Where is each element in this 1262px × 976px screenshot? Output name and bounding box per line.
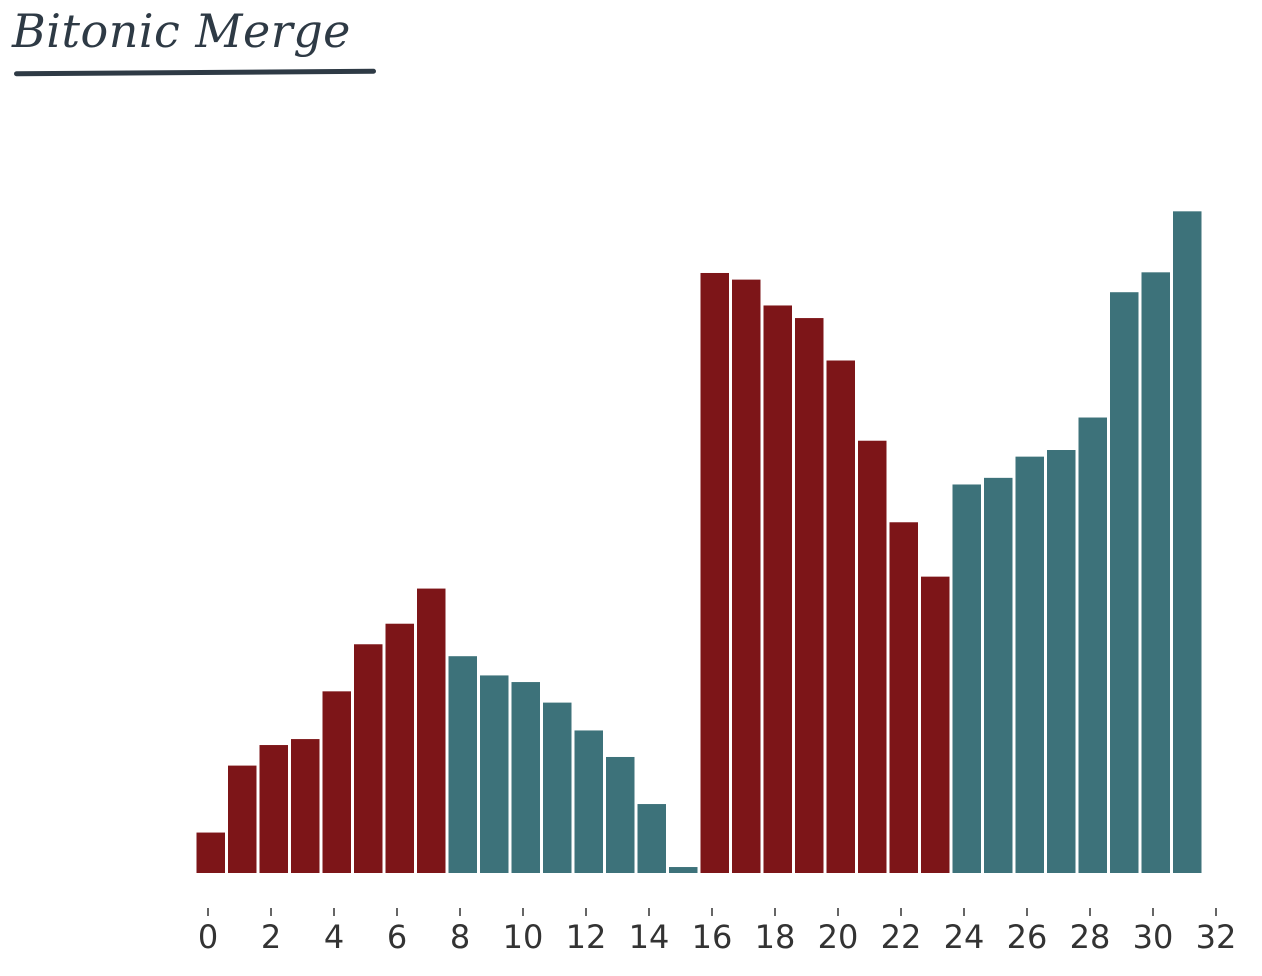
x-tick-label-14: 14	[629, 918, 670, 956]
bar-5	[354, 644, 383, 873]
x-tick-label-6: 6	[387, 918, 407, 956]
bar-6	[385, 623, 414, 873]
x-tick-label-16: 16	[692, 918, 733, 956]
x-tick-label-30: 30	[1133, 918, 1174, 956]
bar-13	[606, 756, 635, 873]
x-tick-label-28: 28	[1070, 918, 1111, 956]
chart-title: Bitonic Merge	[12, 4, 351, 58]
x-tick-label-0: 0	[198, 918, 218, 956]
x-tick-label-10: 10	[503, 918, 544, 956]
bar-22	[889, 522, 918, 873]
bar-17	[732, 279, 761, 873]
bar-2	[259, 745, 288, 873]
bar-7	[417, 588, 446, 873]
x-tick-label-12: 12	[566, 918, 607, 956]
bar-10	[511, 682, 540, 873]
bar-23	[921, 576, 950, 873]
bar-26	[1015, 456, 1044, 873]
bar-4	[322, 691, 351, 873]
bar-12	[574, 730, 603, 873]
bar-24	[952, 484, 981, 873]
bar-27	[1047, 450, 1076, 873]
bar-15	[669, 867, 698, 873]
x-tick-label-18: 18	[755, 918, 796, 956]
bar-11	[543, 702, 572, 873]
bar-31	[1173, 211, 1202, 874]
bar-19	[795, 318, 824, 874]
bar-18	[763, 305, 792, 873]
bar-29	[1110, 292, 1139, 873]
bar-16	[700, 272, 729, 873]
x-tick-label-2: 2	[261, 918, 281, 956]
x-tick-label-26: 26	[1007, 918, 1048, 956]
bar-1	[228, 765, 257, 873]
x-tick-label-22: 22	[881, 918, 922, 956]
bar-0	[196, 832, 225, 873]
x-tick-label-32: 32	[1196, 918, 1237, 956]
bar-25	[984, 477, 1013, 873]
bar-3	[291, 739, 320, 873]
bar-21	[858, 440, 887, 873]
bar-9	[480, 675, 509, 873]
x-tick-label-8: 8	[450, 918, 470, 956]
bar-28	[1078, 417, 1107, 873]
x-tick-label-4: 4	[324, 918, 344, 956]
bar-14	[637, 804, 666, 873]
x-tick-label-24: 24	[944, 918, 985, 956]
x-tick-label-20: 20	[818, 918, 859, 956]
bar-8	[448, 656, 477, 873]
bar-30	[1141, 272, 1170, 873]
bar-20	[826, 360, 855, 874]
